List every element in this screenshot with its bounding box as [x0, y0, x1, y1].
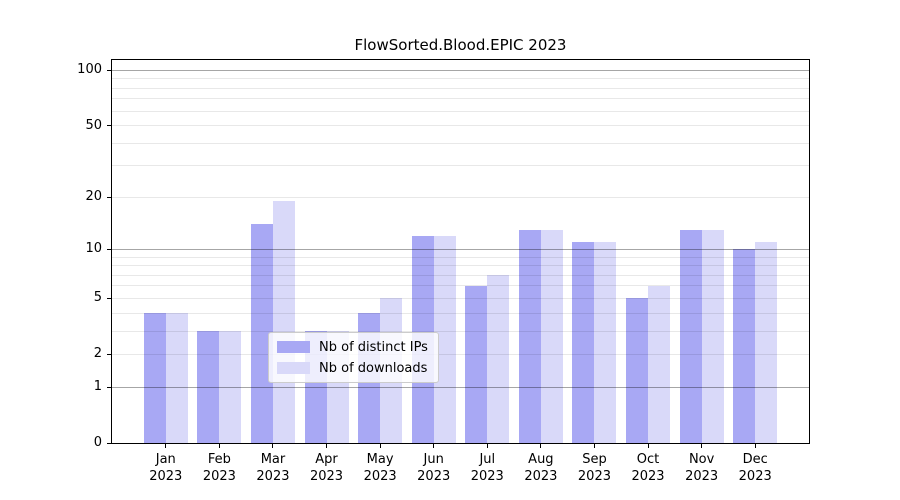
- x-tick-mark: [540, 443, 542, 448]
- bar-nb-of-downloads-feb: [219, 331, 242, 443]
- y-tick-mark: [107, 125, 112, 127]
- y-tick-mark: [107, 442, 112, 444]
- bar-nb-of-distinct-ips-aug: [518, 229, 541, 443]
- gridline-minor: [112, 165, 809, 167]
- bar-nb-of-downloads-dec: [755, 242, 778, 443]
- gridline-minor: [112, 78, 809, 80]
- bar-nb-of-distinct-ips-dec: [733, 249, 756, 443]
- bar-nb-of-distinct-ips-oct: [626, 298, 649, 443]
- x-tick-label: Apr 2023: [309, 452, 344, 484]
- x-tick-label: Sep 2023: [577, 452, 611, 484]
- plot-area: 0 1 2 5 10 20 50 100 Jan 2023 Feb 2023 Mar 2023 Apr 202…: [77, 59, 810, 484]
- x-tick-label: Nov 2023: [685, 452, 719, 484]
- x-tick-label: Feb 2023: [202, 452, 236, 484]
- chart-title: FlowSorted.Blood.EPIC 2023: [354, 36, 567, 54]
- y-tick-label: 50: [85, 117, 102, 133]
- y-tick-label: 100: [77, 62, 102, 78]
- y-tick-label: 5: [93, 290, 102, 306]
- bar-nb-of-downloads-jul: [487, 275, 510, 443]
- bar-nb-of-distinct-ips-feb: [197, 331, 220, 443]
- y-tick-mark: [107, 297, 112, 299]
- x-tick-label: Oct 2023: [631, 452, 665, 484]
- y-tick-label: 0: [93, 435, 102, 450]
- y-tick-label: 2: [93, 346, 102, 362]
- bar-nb-of-distinct-ips-nov: [679, 229, 702, 443]
- bar-nb-of-distinct-ips-jan: [143, 313, 166, 443]
- x-tick-mark: [379, 443, 381, 448]
- bar-nb-of-downloads-nov: [701, 229, 724, 443]
- x-tick-label: Dec 2023: [738, 452, 772, 484]
- gridline-minor: [112, 110, 809, 112]
- legend-row: Nb of downloads: [277, 359, 428, 377]
- gridline-major: [112, 69, 809, 71]
- bar-nb-of-downloads-aug: [540, 229, 563, 443]
- bar-nb-of-distinct-ips-mar: [250, 224, 273, 443]
- bar-nb-of-downloads-oct: [648, 285, 671, 443]
- x-tick-mark: [326, 443, 328, 448]
- y-tick-label: 1: [93, 379, 102, 395]
- bar-nb-of-distinct-ips-sep: [572, 242, 595, 443]
- gridline-minor: [112, 196, 809, 198]
- y-tick-mark: [107, 386, 112, 388]
- bar-nb-of-downloads-jan: [165, 313, 188, 443]
- legend: Nb of distinct IPs Nb of downloads: [268, 332, 439, 383]
- x-tick-label: Jun 2023: [417, 452, 451, 484]
- gridline-minor: [112, 98, 809, 100]
- legend-swatch-icon: [277, 341, 310, 353]
- gridline-minor: [112, 125, 809, 127]
- x-tick-mark: [593, 443, 595, 448]
- x-tick-mark: [754, 443, 756, 448]
- bar-nb-of-distinct-ips-jul: [465, 285, 488, 443]
- y-tick-mark: [107, 196, 112, 198]
- gridline-minor: [112, 142, 809, 144]
- x-tick-label: Jan 2023: [149, 452, 183, 484]
- x-tick-label: Mar 2023: [256, 452, 290, 484]
- bar-nb-of-downloads-mar: [272, 201, 295, 443]
- y-tick-mark: [107, 353, 112, 355]
- x-tick-mark: [647, 443, 649, 448]
- bar-nb-of-downloads-sep: [594, 242, 617, 443]
- legend-label: Nb of distinct IPs: [319, 339, 428, 355]
- x-tick-mark: [218, 443, 220, 448]
- x-tick-label: Aug 2023: [524, 452, 558, 484]
- bar-nb-of-downloads-jun: [433, 235, 456, 443]
- y-tick-label: 10: [85, 241, 102, 257]
- x-tick-label: May 2023: [363, 452, 397, 484]
- y-tick-label: 20: [85, 189, 102, 205]
- y-tick-mark: [107, 248, 112, 250]
- x-tick-mark: [433, 443, 435, 448]
- x-tick-mark: [272, 443, 274, 448]
- legend-row: Nb of distinct IPs: [277, 338, 428, 356]
- x-tick-mark: [486, 443, 488, 448]
- x-tick-label: Jul 2023: [470, 452, 504, 484]
- legend-swatch-icon: [277, 362, 310, 374]
- y-tick-mark: [107, 69, 112, 71]
- gridline-minor: [112, 87, 809, 89]
- x-tick-mark: [165, 443, 167, 448]
- legend-label: Nb of downloads: [319, 360, 428, 376]
- x-tick-mark: [701, 443, 703, 448]
